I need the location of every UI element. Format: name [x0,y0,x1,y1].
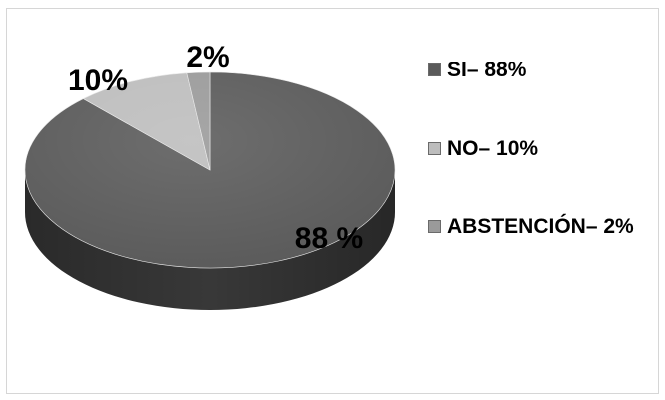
pie-side-shade-si [25,170,395,310]
legend-item-si: SI– 88% [428,62,665,81]
data-label-no: 10% [68,64,128,97]
data-label-abstencion: 2% [186,41,229,74]
legend-swatch-si [428,63,441,76]
legend-swatch-no [428,142,441,155]
pie-sides [25,170,395,310]
legend-swatch-abstencion [428,220,441,233]
chart-legend: SI– 88% NO– 10% ABSTENCIÓN– 2% [428,62,665,235]
legend-item-abstencion: ABSTENCIÓN– 2% [428,215,665,235]
data-labels: 88 % 10% 2% [68,41,363,255]
legend-label-si: SI– 88% [447,62,527,81]
legend-label-abstencion: ABSTENCIÓN– 2% [447,215,634,235]
legend-label-no: NO– 10% [447,137,539,160]
legend-item-no: NO– 10% [428,137,665,160]
data-label-si: 88 % [295,222,363,255]
